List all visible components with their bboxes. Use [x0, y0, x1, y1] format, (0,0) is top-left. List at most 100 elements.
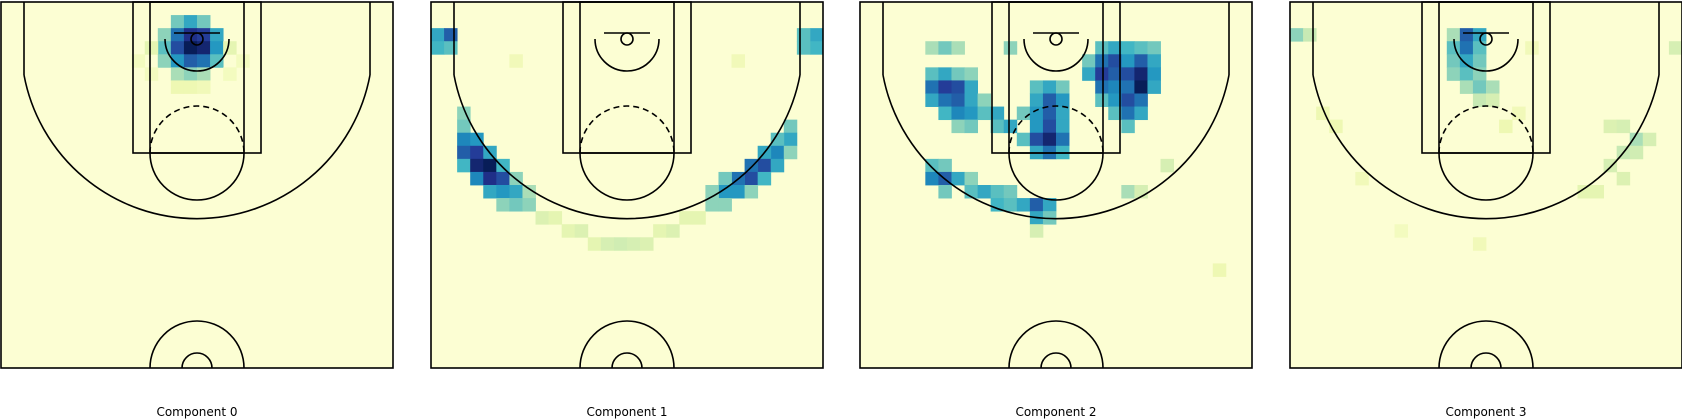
- heatmap-cell: [184, 41, 197, 54]
- heatmap-cell: [1147, 67, 1160, 80]
- heatmap-cell: [679, 211, 692, 224]
- heatmap-cell: [925, 159, 938, 172]
- heatmap-cell: [1617, 120, 1630, 133]
- heatmap-cell: [1161, 159, 1174, 172]
- heatmap-cell: [1121, 54, 1134, 67]
- heatmap-cell: [197, 41, 210, 54]
- heatmap-cell: [470, 146, 483, 159]
- heatmap-cell: [965, 94, 978, 107]
- heatmap-cell: [1043, 133, 1056, 146]
- panel-1: [431, 2, 823, 368]
- heatmap-cell: [938, 94, 951, 107]
- heatmap-cell: [1082, 67, 1095, 80]
- heatmap-cell: [1082, 54, 1095, 67]
- heatmap-cell: [1447, 67, 1460, 80]
- heatmap-cell: [171, 15, 184, 28]
- heatmap-cell: [938, 107, 951, 120]
- panel-2: [860, 2, 1252, 368]
- heatmap-cell: [745, 172, 758, 185]
- heatmap-cell: [444, 41, 457, 54]
- heatmap-cell: [666, 224, 679, 237]
- heatmap-cell: [965, 67, 978, 80]
- heatmap-1: [431, 2, 823, 368]
- heatmap-cell: [145, 41, 158, 54]
- heatmap-cell: [1303, 28, 1316, 41]
- heatmap-cell: [457, 133, 470, 146]
- heatmap-cell: [797, 28, 810, 41]
- heatmap-cell: [1121, 107, 1134, 120]
- heatmap-cell: [1643, 133, 1656, 146]
- heatmap-cell: [1121, 94, 1134, 107]
- heatmap-cell: [745, 159, 758, 172]
- heatmap-cell: [1030, 94, 1043, 107]
- heatmap-cell: [1043, 94, 1056, 107]
- heatmap-cell: [1017, 107, 1030, 120]
- heatmap-cell: [145, 67, 158, 80]
- heatmap-cell: [1095, 80, 1108, 93]
- heatmap-cell: [1460, 41, 1473, 54]
- heatmap-cell: [718, 172, 731, 185]
- heatmap-cell: [1473, 237, 1486, 250]
- heatmap-cell: [1617, 172, 1630, 185]
- heatmap-cell: [210, 41, 223, 54]
- heatmap-0: [1, 2, 393, 368]
- heatmap-cell: [925, 80, 938, 93]
- heatmap-cell: [925, 172, 938, 185]
- heatmap-cell: [1030, 80, 1043, 93]
- heatmap-cell: [457, 159, 470, 172]
- heatmap-cell: [1473, 80, 1486, 93]
- heatmap-cell: [1056, 107, 1069, 120]
- heatmap-cell: [431, 28, 444, 41]
- heatmap-cell: [1290, 28, 1303, 41]
- heatmap-cell: [1030, 198, 1043, 211]
- heatmap-cell: [810, 41, 823, 54]
- heatmap-cell: [1030, 120, 1043, 133]
- heatmap-cell: [771, 159, 784, 172]
- heatmap-cell: [184, 15, 197, 28]
- heatmap-cell: [171, 67, 184, 80]
- heatmap-cell: [925, 67, 938, 80]
- heatmap-cell: [171, 80, 184, 93]
- heatmap-cell: [1095, 94, 1108, 107]
- heatmap-cell: [197, 15, 210, 28]
- heatmap-cell: [1004, 185, 1017, 198]
- heatmap-cell: [978, 185, 991, 198]
- heatmap-cell: [1043, 120, 1056, 133]
- heatmap-cell: [951, 41, 964, 54]
- heatmap-cell: [223, 41, 236, 54]
- heatmap-cell: [1499, 120, 1512, 133]
- heatmap-cell: [1604, 120, 1617, 133]
- heatmap-cell: [938, 80, 951, 93]
- heatmap-cell: [1121, 80, 1134, 93]
- heatmap-cell: [640, 237, 653, 250]
- heatmap-cell: [965, 107, 978, 120]
- heatmap-cell: [1004, 198, 1017, 211]
- heatmap-cell: [1604, 159, 1617, 172]
- heatmap-cell: [745, 185, 758, 198]
- heatmap-cell: [1486, 80, 1499, 93]
- heatmap-cell: [1213, 263, 1226, 276]
- heatmap-cell: [483, 172, 496, 185]
- heatmap-cell: [758, 172, 771, 185]
- heatmap-cell: [951, 80, 964, 93]
- panel-0: [1, 2, 393, 368]
- heatmap-cell: [1095, 67, 1108, 80]
- heatmap-cell: [1030, 224, 1043, 237]
- heatmap-cell: [496, 185, 509, 198]
- heatmap-cell: [444, 28, 457, 41]
- heatmap-cell: [938, 41, 951, 54]
- heatmap-cell: [171, 41, 184, 54]
- heatmap-cell: [1460, 80, 1473, 93]
- heatmap-3: [1290, 2, 1682, 368]
- heatmap-background: [860, 2, 1252, 368]
- heatmap-cell: [951, 172, 964, 185]
- heatmap-cell: [797, 41, 810, 54]
- heatmap-cell: [718, 198, 731, 211]
- heatmap-cell: [784, 146, 797, 159]
- heatmap-cell: [483, 159, 496, 172]
- heatmap-cell: [1056, 120, 1069, 133]
- heatmap-cell: [184, 80, 197, 93]
- heatmap-cell: [483, 185, 496, 198]
- panel-3: [1290, 2, 1682, 368]
- heatmap-cell: [1134, 80, 1147, 93]
